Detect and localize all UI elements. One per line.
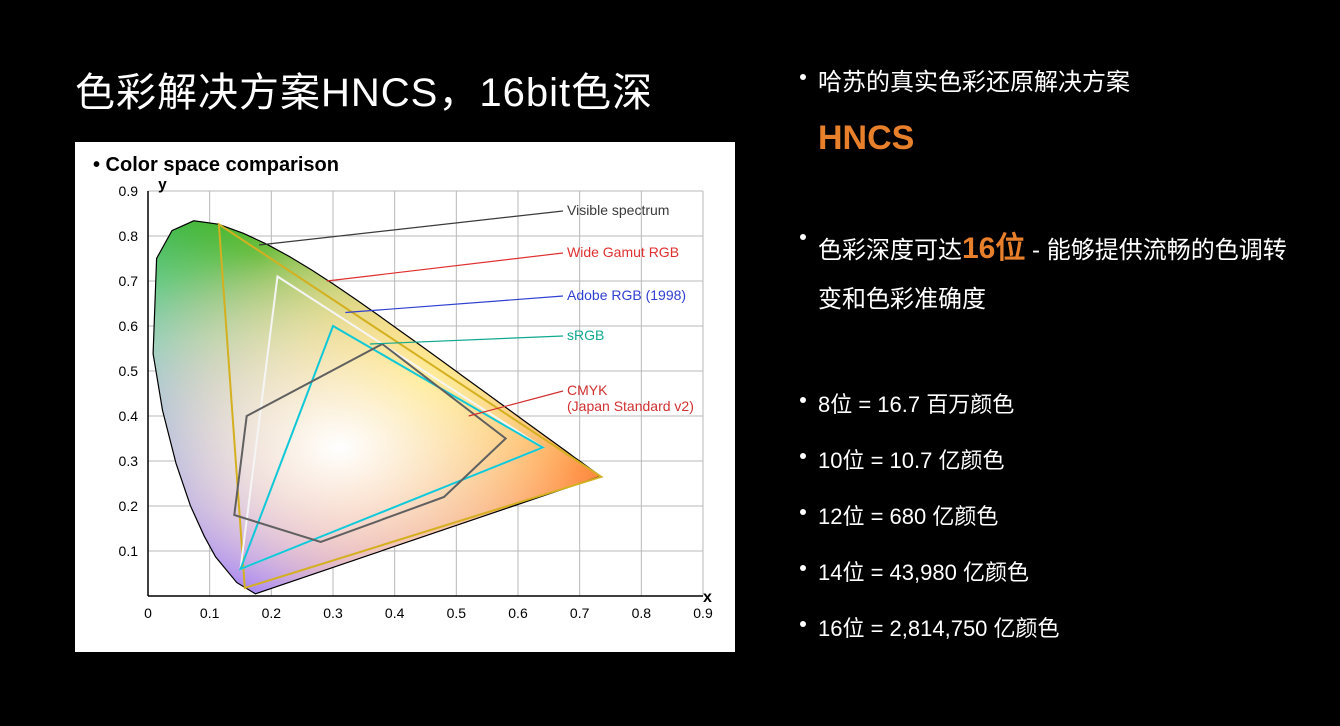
svg-text:CMYK: CMYK <box>567 382 608 398</box>
chart-heading: • Color space comparison <box>93 154 717 177</box>
bullet-text: 色彩深度可达16位 - 能够提供流畅的色调转变和色彩准确度 <box>818 220 1300 323</box>
slide-title: 色彩解决方案HNCS，16bit色深 <box>75 60 653 118</box>
bullet-dot <box>800 565 806 571</box>
bit-text: 10位 = 10.7 亿颜色 <box>818 439 1004 483</box>
bit-row: 8位 = 16.7 百万颜色 <box>800 383 1300 427</box>
svg-text:(Japan Standard v2): (Japan Standard v2) <box>567 398 694 414</box>
bullet-dot <box>800 74 806 80</box>
svg-text:0.3: 0.3 <box>323 605 343 621</box>
svg-text:Wide Gamut RGB: Wide Gamut RGB <box>567 244 679 260</box>
svg-text:0.4: 0.4 <box>119 408 139 424</box>
bit-text: 16位 = 2,814,750 亿颜色 <box>818 607 1060 651</box>
bullet-dot <box>800 234 806 240</box>
svg-text:Visible spectrum: Visible spectrum <box>567 202 669 218</box>
bullet-depth: 色彩深度可达16位 - 能够提供流畅的色调转变和色彩准确度 <box>800 220 1300 323</box>
svg-text:0.5: 0.5 <box>119 363 139 379</box>
bullet-text: 哈苏的真实色彩还原解决方案 HNCS <box>818 60 1130 170</box>
bit-text: 12位 = 680 亿颜色 <box>818 495 998 539</box>
svg-text:sRGB: sRGB <box>567 327 604 343</box>
bullet-hncs: 哈苏的真实色彩还原解决方案 HNCS <box>800 60 1300 170</box>
svg-text:0.8: 0.8 <box>119 228 139 244</box>
svg-text:0.8: 0.8 <box>632 605 652 621</box>
svg-text:0.2: 0.2 <box>119 498 139 514</box>
bullet-dot <box>800 621 806 627</box>
svg-text:0.3: 0.3 <box>119 453 139 469</box>
bullet-dot <box>800 509 806 515</box>
svg-text:0.1: 0.1 <box>119 543 139 559</box>
svg-text:Adobe RGB (1998): Adobe RGB (1998) <box>567 287 686 303</box>
svg-text:x: x <box>703 589 712 606</box>
svg-text:0.4: 0.4 <box>385 605 405 621</box>
svg-text:0.1: 0.1 <box>200 605 220 621</box>
svg-text:0.9: 0.9 <box>119 183 139 199</box>
bit-row: 10位 = 10.7 亿颜色 <box>800 439 1300 483</box>
bit-row: 16位 = 2,814,750 亿颜色 <box>800 607 1300 651</box>
bit-text: 14位 = 43,980 亿颜色 <box>818 551 1029 595</box>
bit-text: 8位 = 16.7 百万颜色 <box>818 383 1014 427</box>
svg-text:0.2: 0.2 <box>262 605 282 621</box>
svg-text:0: 0 <box>144 605 152 621</box>
svg-text:0.5: 0.5 <box>447 605 467 621</box>
depth-pre: 色彩深度可达 <box>818 237 962 264</box>
depth-val: 16位 <box>962 232 1025 265</box>
svg-text:0.9: 0.9 <box>693 605 713 621</box>
svg-text:0.7: 0.7 <box>570 605 590 621</box>
bit-depth-list: 8位 = 16.7 百万颜色 10位 = 10.7 亿颜色 12位 = 680 亿颜… <box>800 383 1300 651</box>
svg-text:0.7: 0.7 <box>119 273 139 289</box>
bit-row: 12位 = 680 亿颜色 <box>800 495 1300 539</box>
svg-text:0.6: 0.6 <box>119 318 139 334</box>
svg-text:0.6: 0.6 <box>508 605 528 621</box>
bullet-dot <box>800 397 806 403</box>
bit-row: 14位 = 43,980 亿颜色 <box>800 551 1300 595</box>
right-column: 哈苏的真实色彩还原解决方案 HNCS 色彩深度可达16位 - 能够提供流畅的色调… <box>800 60 1300 663</box>
cie-diagram: 0 0.1 0.2 0.3 0.4 0.5 0.6 0.7 0.8 0.9 0.1 0.2 0.3 0.4… <box>93 181 713 631</box>
svg-text:y: y <box>158 181 167 193</box>
bullet-dot <box>800 453 806 459</box>
hncs-label: HNCS <box>818 119 914 157</box>
line1-text: 哈苏的真实色彩还原解决方案 <box>818 69 1130 96</box>
color-space-chart: • Color space comparison 0 0.1 0.2 0.3 0.4 0.… <box>75 142 735 652</box>
